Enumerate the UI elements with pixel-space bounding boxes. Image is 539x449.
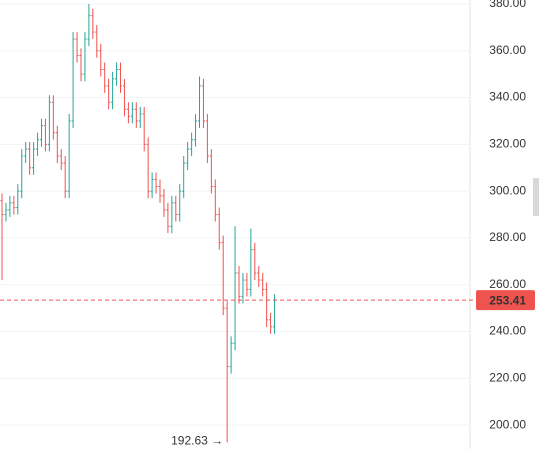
low-annotation: 192.63 →	[171, 434, 223, 448]
y-tick-label: 260.00	[489, 277, 526, 291]
y-tick-label: 380.00	[489, 0, 526, 10]
last-price-box	[476, 290, 535, 311]
y-tick-label: 240.00	[489, 324, 526, 338]
side-widget[interactable]	[533, 178, 539, 216]
y-tick-label: 360.00	[489, 43, 526, 57]
y-tick-label: 320.00	[489, 137, 526, 151]
y-tick-label: 300.00	[489, 183, 526, 197]
y-tick-label: 220.00	[489, 371, 526, 385]
last-price-label: 253.41	[489, 293, 526, 307]
y-tick-label: 280.00	[489, 230, 526, 244]
y-tick-label: 340.00	[489, 90, 526, 104]
y-tick-label: 200.00	[489, 417, 526, 431]
